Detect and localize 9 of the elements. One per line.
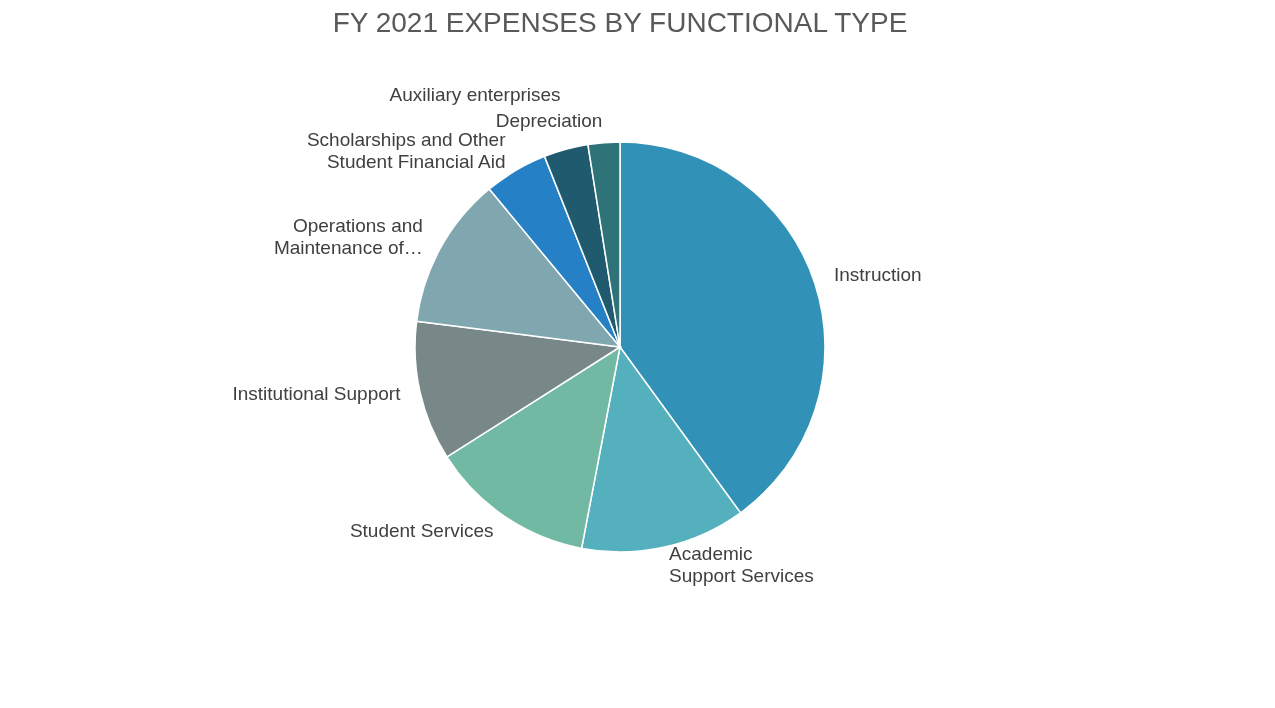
slice-label: Instruction xyxy=(833,264,922,286)
slice-label: Academic Support Services xyxy=(669,542,814,586)
slice-label: Auxiliary enterprises xyxy=(389,83,561,105)
slice-label: Scholarships and Other Student Financial Aid xyxy=(306,129,507,173)
slice-label: Operations and Maintenance of… xyxy=(273,214,423,258)
slice-label: Depreciation xyxy=(495,109,603,131)
chart-title: FY 2021 EXPENSES BY FUNCTIONAL TYPE xyxy=(332,7,908,38)
slice-label: Institutional Support xyxy=(232,383,402,405)
slice-label: Student Services xyxy=(349,520,494,542)
